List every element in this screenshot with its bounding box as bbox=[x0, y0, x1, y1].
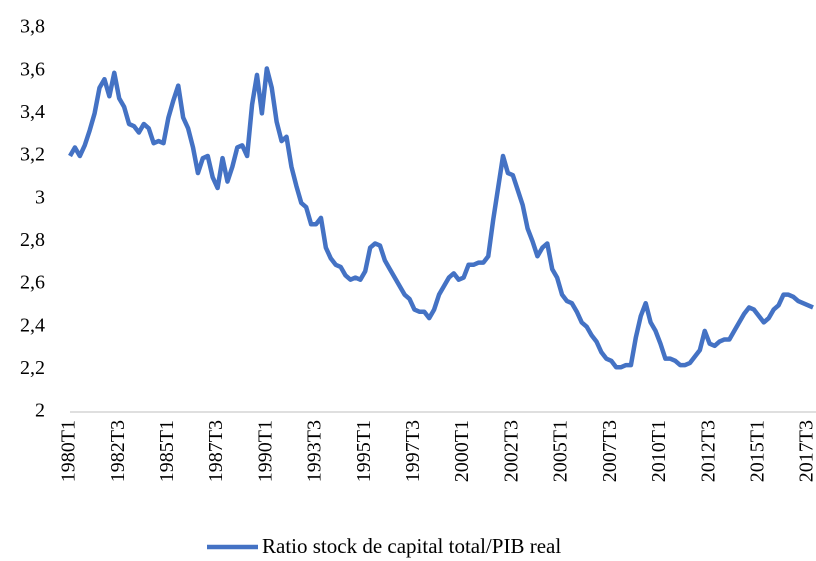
x-tick-label: 2015T1 bbox=[746, 420, 768, 482]
x-tick-label: 2005T1 bbox=[550, 420, 572, 482]
y-tick-label: 2,6 bbox=[20, 272, 45, 294]
y-tick-label: 3,6 bbox=[20, 58, 45, 80]
x-tick-label: 1980T1 bbox=[58, 420, 80, 482]
x-tick-label: 2010T1 bbox=[648, 420, 670, 482]
x-tick-label: 1987T3 bbox=[205, 420, 227, 482]
y-tick-label: 3,4 bbox=[20, 101, 45, 123]
x-tick-label: 1982T3 bbox=[107, 420, 129, 482]
x-tick-label: 2007T3 bbox=[599, 420, 621, 482]
x-tick-label: 1995T1 bbox=[353, 420, 375, 482]
y-tick-label: 2,4 bbox=[20, 314, 45, 336]
x-tick-label: 1993T3 bbox=[304, 420, 326, 482]
x-tick-label: 1990T1 bbox=[254, 420, 276, 482]
data-line bbox=[68, 66, 814, 370]
legend-label: Ratio stock de capital total/PIB real bbox=[262, 534, 561, 558]
y-tick-label: 2 bbox=[35, 400, 45, 422]
y-tick-label: 2,2 bbox=[20, 357, 45, 379]
x-tick-label: 2012T3 bbox=[697, 420, 719, 482]
x-tick-label: 2017T3 bbox=[796, 420, 816, 482]
x-tick-label: 1997T3 bbox=[402, 420, 424, 482]
y-tick-label: 3 bbox=[35, 186, 45, 208]
y-tick-label: 3,2 bbox=[20, 144, 45, 166]
x-tick-label: 1985T1 bbox=[156, 420, 178, 482]
x-tick-label: 2000T1 bbox=[451, 420, 473, 482]
x-tick-label: 2002T3 bbox=[500, 420, 522, 482]
y-tick-label: 2,8 bbox=[20, 229, 45, 251]
y-tick-label: 3,8 bbox=[20, 16, 45, 38]
